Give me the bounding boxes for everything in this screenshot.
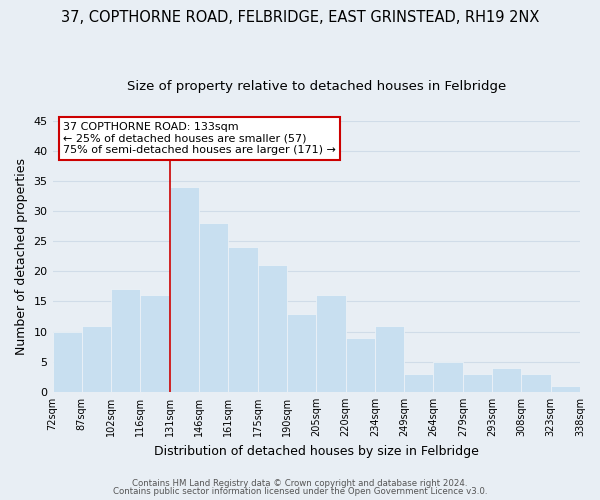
Bar	[492, 368, 521, 392]
Bar	[521, 374, 551, 392]
Text: 37 COPTHORNE ROAD: 133sqm
← 25% of detached houses are smaller (57)
75% of semi-: 37 COPTHORNE ROAD: 133sqm ← 25% of detac…	[63, 122, 336, 155]
Bar	[229, 247, 257, 392]
Bar	[111, 290, 140, 392]
Bar	[199, 223, 229, 392]
Bar	[82, 326, 111, 392]
Bar	[551, 386, 580, 392]
Y-axis label: Number of detached properties: Number of detached properties	[15, 158, 28, 354]
Bar	[287, 314, 316, 392]
Text: Contains HM Land Registry data © Crown copyright and database right 2024.: Contains HM Land Registry data © Crown c…	[132, 478, 468, 488]
Bar	[316, 296, 346, 392]
Text: Contains public sector information licensed under the Open Government Licence v3: Contains public sector information licen…	[113, 487, 487, 496]
Bar	[375, 326, 404, 392]
Bar	[53, 332, 82, 392]
Bar	[404, 374, 433, 392]
Bar	[433, 362, 463, 392]
Title: Size of property relative to detached houses in Felbridge: Size of property relative to detached ho…	[127, 80, 506, 93]
Text: 37, COPTHORNE ROAD, FELBRIDGE, EAST GRINSTEAD, RH19 2NX: 37, COPTHORNE ROAD, FELBRIDGE, EAST GRIN…	[61, 10, 539, 25]
Bar	[257, 266, 287, 392]
Bar	[346, 338, 375, 392]
Bar	[170, 187, 199, 392]
X-axis label: Distribution of detached houses by size in Felbridge: Distribution of detached houses by size …	[154, 444, 479, 458]
Bar	[463, 374, 492, 392]
Bar	[140, 296, 170, 392]
